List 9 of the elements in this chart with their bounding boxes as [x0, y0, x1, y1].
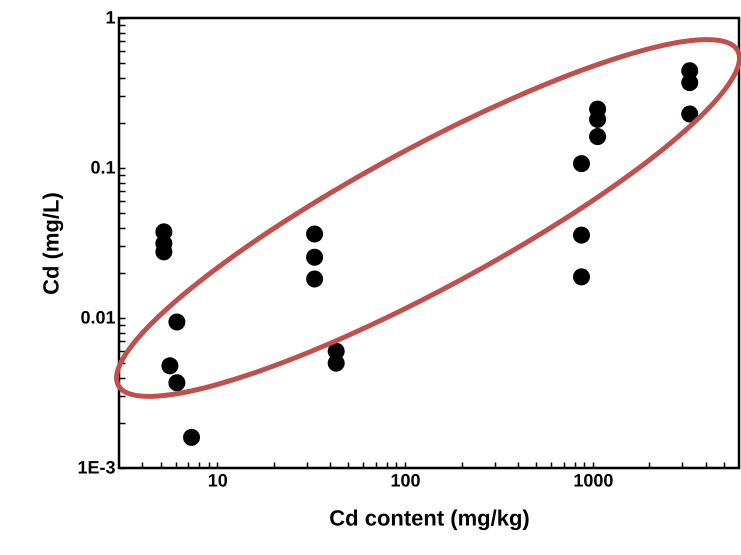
- y-tick-label: 0.01: [80, 308, 116, 328]
- y-tick-label: 0.1: [90, 158, 116, 178]
- y-tick-label: 1: [105, 8, 116, 28]
- x-tick-label: 10: [208, 470, 228, 490]
- x-tick-label: 100: [390, 470, 421, 490]
- y-axis-title: Cd (mg/L): [38, 192, 64, 295]
- x-tick-label: 1000: [573, 470, 614, 490]
- y-tick-label: 1E-3: [77, 458, 116, 478]
- x-axis-title: Cd content (mg/kg): [329, 506, 530, 530]
